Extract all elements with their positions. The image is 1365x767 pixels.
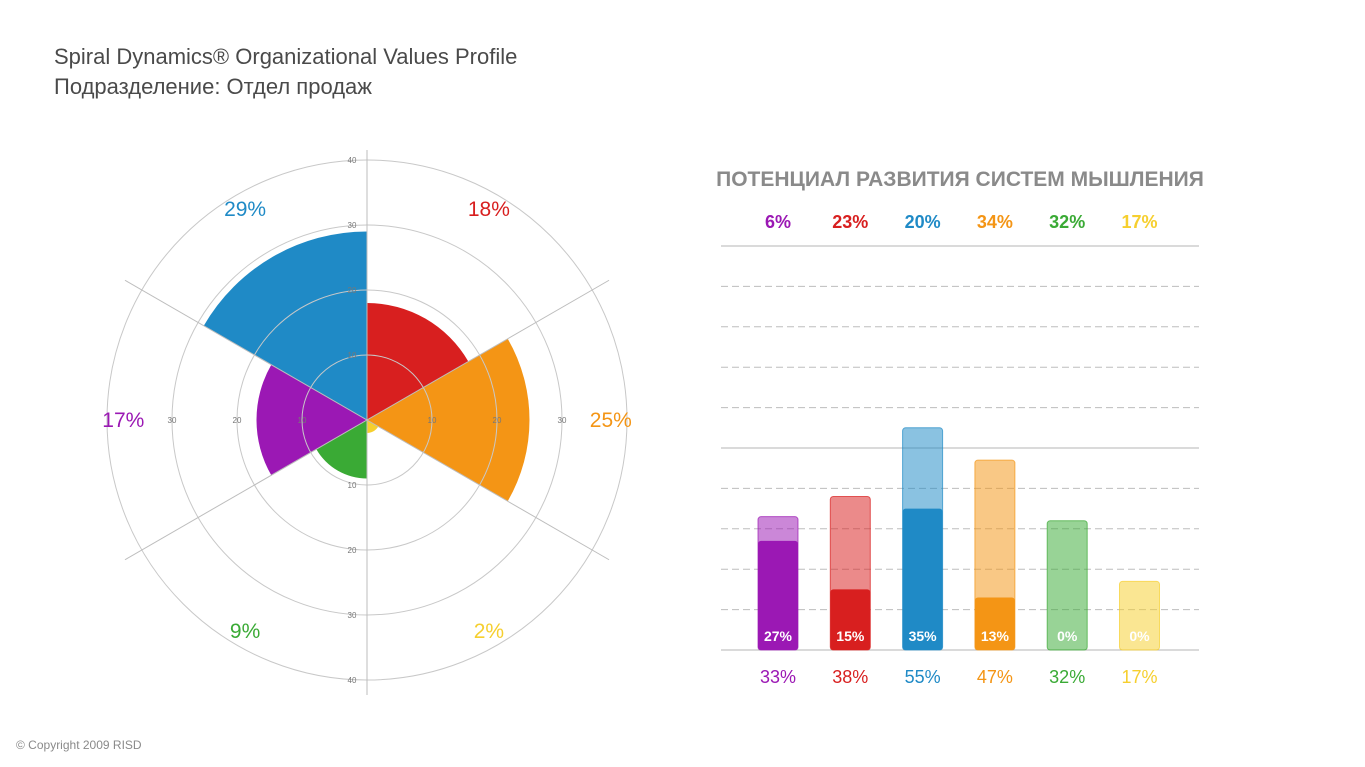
sector-label-yellow: 2% xyxy=(474,620,504,643)
bar-current-label-purple: 27% xyxy=(764,628,793,644)
page-title: Spiral Dynamics® Organizational Values P… xyxy=(54,44,518,69)
radial-tick-label: 40 xyxy=(348,676,357,685)
bar-current-purple xyxy=(758,540,798,650)
bar-potential-green xyxy=(1046,520,1088,651)
radial-tick-label: 30 xyxy=(348,611,357,620)
bar-total-label-yellow: 17% xyxy=(1121,667,1157,687)
page-subtitle: Подразделение: Отдел продаж xyxy=(54,74,372,99)
bar-potential-label-yellow: 17% xyxy=(1121,212,1157,232)
bar-potential-label-orange: 34% xyxy=(977,212,1013,232)
radial-tick-label: 10 xyxy=(348,481,357,490)
sector-green xyxy=(316,420,367,479)
bar-potential-label-blue: 20% xyxy=(905,212,941,232)
radial-tick-label: 20 xyxy=(348,286,357,295)
bar-current-label-orange: 13% xyxy=(981,628,1010,644)
sector-orange xyxy=(367,338,530,502)
sector-label-green: 9% xyxy=(230,620,260,643)
radar-chart: 10 10 10 10 20 20 20 20 30 30 30 30 40 40 29% 18% 25% 2% 9… xyxy=(102,150,632,695)
radial-tick-label: 30 xyxy=(168,416,177,425)
bar-total-label-orange: 47% xyxy=(977,667,1013,687)
bar-potential-label-red: 23% xyxy=(832,212,868,232)
radial-line xyxy=(124,279,610,561)
chart-title: ПОТЕНЦИАЛ РАЗВИТИЯ СИСТЕМ МЫШЛЕНИЯ xyxy=(716,168,1204,191)
radial-tick-label: 10 xyxy=(348,351,357,360)
bar-current-blue xyxy=(902,508,943,650)
bar-potential-label-green: 32% xyxy=(1049,212,1085,232)
sector-label-blue: 29% xyxy=(224,198,266,221)
radial-tick-label: 20 xyxy=(233,416,242,425)
radial-tick-label: 10 xyxy=(298,416,307,425)
bar-current-red xyxy=(830,589,871,650)
bar-total-label-red: 38% xyxy=(832,667,868,687)
sector-yellow xyxy=(367,420,379,433)
bar-current-label-blue: 35% xyxy=(909,628,938,644)
copyright-text: © Copyright 2009 RISD xyxy=(16,738,142,752)
sector-blue xyxy=(203,231,367,420)
sector-red xyxy=(367,303,469,420)
radial-tick-label: 20 xyxy=(348,546,357,555)
bar-potential-yellow xyxy=(1119,580,1160,651)
sector-purple xyxy=(256,364,367,476)
bar-total-label-blue: 55% xyxy=(905,667,941,687)
bar-current-orange xyxy=(974,597,1015,650)
page-title-block: Spiral Dynamics® Organizational Values P… xyxy=(54,42,517,102)
sector-label-orange: 25% xyxy=(590,409,632,432)
bar-current-label-yellow: 0% xyxy=(1129,628,1150,644)
bar-total-label-purple: 33% xyxy=(760,667,796,687)
radial-tick-label: 30 xyxy=(348,221,357,230)
radial-tick-label: 10 xyxy=(428,416,437,425)
bar-total-label-green: 32% xyxy=(1049,667,1085,687)
radial-tick-label: 20 xyxy=(493,416,502,425)
sector-label-purple: 17% xyxy=(102,409,144,432)
radial-tick-label: 30 xyxy=(558,416,567,425)
bar-potential-label-purple: 6% xyxy=(765,212,791,232)
potential-bar-chart: ПОТЕНЦИАЛ РАЗВИТИЯ СИСТЕМ МЫШЛЕНИЯ 27% 6% 3… xyxy=(716,168,1204,687)
bar-current-label-green: 0% xyxy=(1057,628,1078,644)
radial-tick-label: 40 xyxy=(348,156,357,165)
sector-label-red: 18% xyxy=(468,198,510,221)
bar-current-label-red: 15% xyxy=(836,628,865,644)
